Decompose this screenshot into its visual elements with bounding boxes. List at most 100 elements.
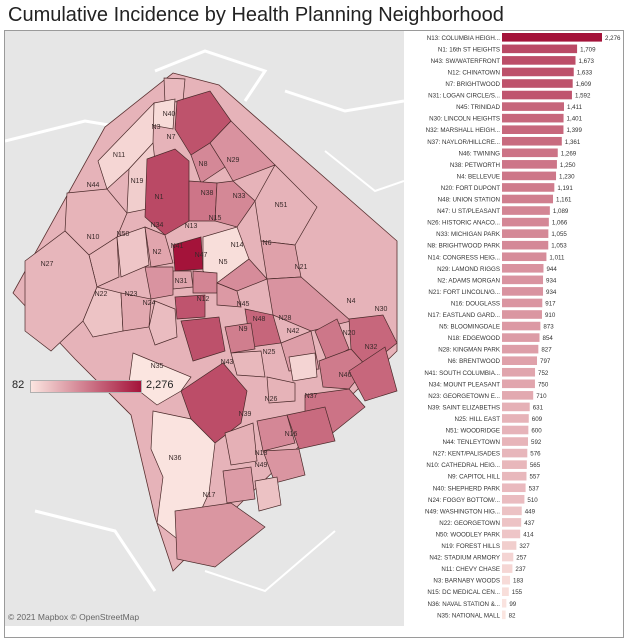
bar[interactable] <box>502 575 511 585</box>
bar[interactable] <box>502 391 534 400</box>
bar[interactable] <box>502 125 564 134</box>
map-zone-label: N26 <box>265 396 278 403</box>
map-zone-n16[interactable] <box>262 448 306 484</box>
bar-category-label: N24: FOGGY BOTTOM/... <box>428 497 500 504</box>
bar[interactable] <box>502 495 525 504</box>
bar[interactable] <box>502 356 538 365</box>
bar[interactable] <box>502 483 526 493</box>
bar-value-label: 1,411 <box>567 104 583 111</box>
bar[interactable] <box>502 194 554 204</box>
map-panel[interactable]: N40 N3 N7 N11 N8 N29 N19 N44 N1 N38 N33 N51 N10 N50 N3… <box>5 31 404 626</box>
map-zone-n17[interactable] <box>174 502 266 568</box>
map-zone-n34[interactable] <box>144 226 174 268</box>
bar[interactable] <box>502 437 529 446</box>
bar[interactable] <box>502 229 549 238</box>
bar[interactable] <box>502 56 576 65</box>
bar[interactable] <box>502 67 574 77</box>
bar[interactable] <box>502 425 529 435</box>
bar[interactable] <box>502 148 558 158</box>
bar[interactable] <box>502 310 542 319</box>
bar[interactable] <box>502 217 549 227</box>
map-zone-label: N12 <box>197 296 210 303</box>
bar[interactable] <box>502 529 521 539</box>
map-zone-n33[interactable] <box>214 180 256 228</box>
map-zone-n9[interactable] <box>230 350 266 378</box>
map-zone-label: N8 <box>199 161 208 168</box>
bar[interactable] <box>502 344 539 354</box>
bar[interactable] <box>502 113 564 123</box>
map-zone-n37[interactable] <box>286 406 336 450</box>
bar[interactable] <box>502 160 557 169</box>
map-zone-n12[interactable] <box>180 316 226 362</box>
bar[interactable] <box>502 448 528 458</box>
map-zone-n2[interactable] <box>144 266 174 300</box>
map-zone-n5[interactable] <box>216 282 242 308</box>
bar[interactable] <box>502 264 544 273</box>
map-zone-n23[interactable] <box>120 292 152 332</box>
bar[interactable] <box>502 379 535 389</box>
bar-value-label: 557 <box>529 474 540 481</box>
bar[interactable] <box>502 414 529 423</box>
bar[interactable] <box>502 44 578 54</box>
map-zones[interactable] <box>12 72 398 572</box>
map-zone-n29[interactable] <box>209 120 276 182</box>
bar-category-label: N46: TWINING <box>459 150 501 157</box>
bar-category-label: N17: EASTLAND GARD... <box>428 312 500 319</box>
map-zone-n26[interactable] <box>256 414 296 452</box>
bar[interactable] <box>502 33 602 42</box>
map-zone-n4[interactable] <box>314 318 350 362</box>
map-zone-n25[interactable] <box>266 376 296 404</box>
bar[interactable] <box>502 206 550 215</box>
bar[interactable] <box>502 102 564 111</box>
bar[interactable] <box>502 518 522 527</box>
bar-value-label: 750 <box>538 381 549 388</box>
bar-category-label: N20: FORT DUPONT <box>441 185 500 192</box>
bar-category-label: N13: COLUMBIA HEIGH... <box>427 35 501 42</box>
map-zone-n39[interactable] <box>224 422 258 466</box>
bar[interactable] <box>502 333 540 342</box>
map-zone-label: N34 <box>151 222 164 229</box>
bar[interactable] <box>502 136 562 146</box>
bar-category-label: N32: MARSHALL HEIGH... <box>426 127 501 134</box>
map-zone-n51[interactable] <box>254 164 318 246</box>
bar[interactable] <box>502 171 557 181</box>
bar[interactable] <box>502 90 572 100</box>
bar[interactable] <box>502 240 549 250</box>
map-zone-n35[interactable] <box>128 352 192 406</box>
map-zone-n32[interactable] <box>348 346 398 402</box>
bar[interactable] <box>502 183 555 192</box>
map-zone-n31[interactable] <box>174 294 206 320</box>
map-zone-n50[interactable] <box>116 226 150 278</box>
bar[interactable] <box>502 506 522 516</box>
bar[interactable] <box>502 79 573 88</box>
bar[interactable] <box>502 564 513 573</box>
bar[interactable] <box>502 598 507 608</box>
map-zone-n24[interactable] <box>148 300 178 346</box>
bar-category-label: N19: FOREST HILLS <box>441 543 500 550</box>
bar[interactable] <box>502 287 544 296</box>
bar[interactable] <box>502 402 530 412</box>
bar-value-label: 414 <box>523 531 534 538</box>
bar[interactable] <box>502 587 509 596</box>
map-zone-n18[interactable] <box>222 466 256 504</box>
bar[interactable] <box>502 298 543 308</box>
bar[interactable] <box>502 610 506 620</box>
map-zone-n42[interactable] <box>288 352 318 382</box>
bar[interactable] <box>502 552 514 562</box>
bar[interactable] <box>502 321 541 331</box>
map-zone-label: N23 <box>125 291 138 298</box>
map-zone-n47[interactable] <box>192 270 218 294</box>
map-zone-n48[interactable] <box>224 322 256 354</box>
bar-category-label: N34: MOUNT PLEASANT <box>429 381 501 388</box>
bar[interactable] <box>502 275 544 285</box>
bar-value-label: 437 <box>524 520 535 527</box>
bar[interactable] <box>502 460 527 469</box>
map-zone-n49[interactable] <box>254 476 282 512</box>
bar[interactable] <box>502 252 547 262</box>
bar-value-label: 257 <box>516 555 527 562</box>
bar[interactable] <box>502 367 536 377</box>
bar-chart[interactable]: N13: COLUMBIA HEIGH... 2,276 N1: 16th ST H… <box>404 31 622 631</box>
bar[interactable] <box>502 471 527 481</box>
bar[interactable] <box>502 541 517 550</box>
